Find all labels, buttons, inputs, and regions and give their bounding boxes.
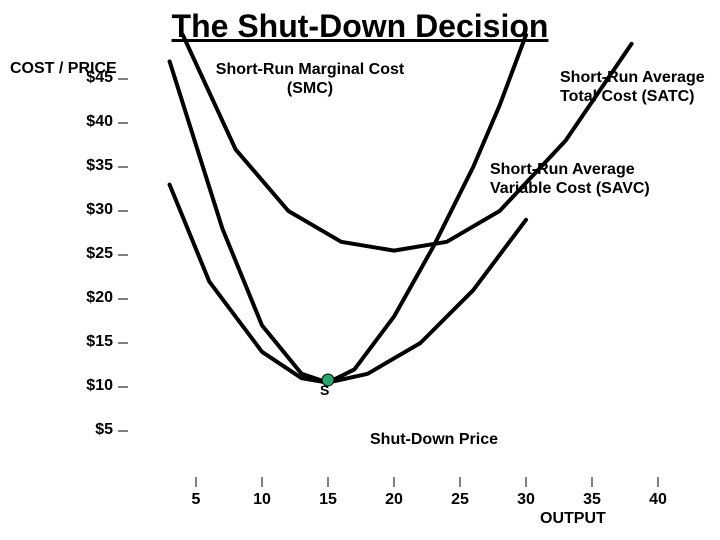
ytick-5: $5 <box>73 421 113 439</box>
ytick-35: $35 <box>73 157 113 175</box>
xtick-5: 5 <box>181 491 211 509</box>
ytick-20: $20 <box>73 289 113 307</box>
ytick-30: $30 <box>73 201 113 219</box>
xtick-40: 40 <box>643 491 673 509</box>
xtick-20: 20 <box>379 491 409 509</box>
ytick-10: $10 <box>73 377 113 395</box>
ytick-40: $40 <box>73 113 113 131</box>
xtick-10: 10 <box>247 491 277 509</box>
xtick-25: 25 <box>445 491 475 509</box>
xtick-30: 30 <box>511 491 541 509</box>
ytick-45: $45 <box>73 69 113 87</box>
ytick-15: $15 <box>73 333 113 351</box>
xtick-35: 35 <box>577 491 607 509</box>
ytick-25: $25 <box>73 245 113 263</box>
xtick-15: 15 <box>313 491 343 509</box>
